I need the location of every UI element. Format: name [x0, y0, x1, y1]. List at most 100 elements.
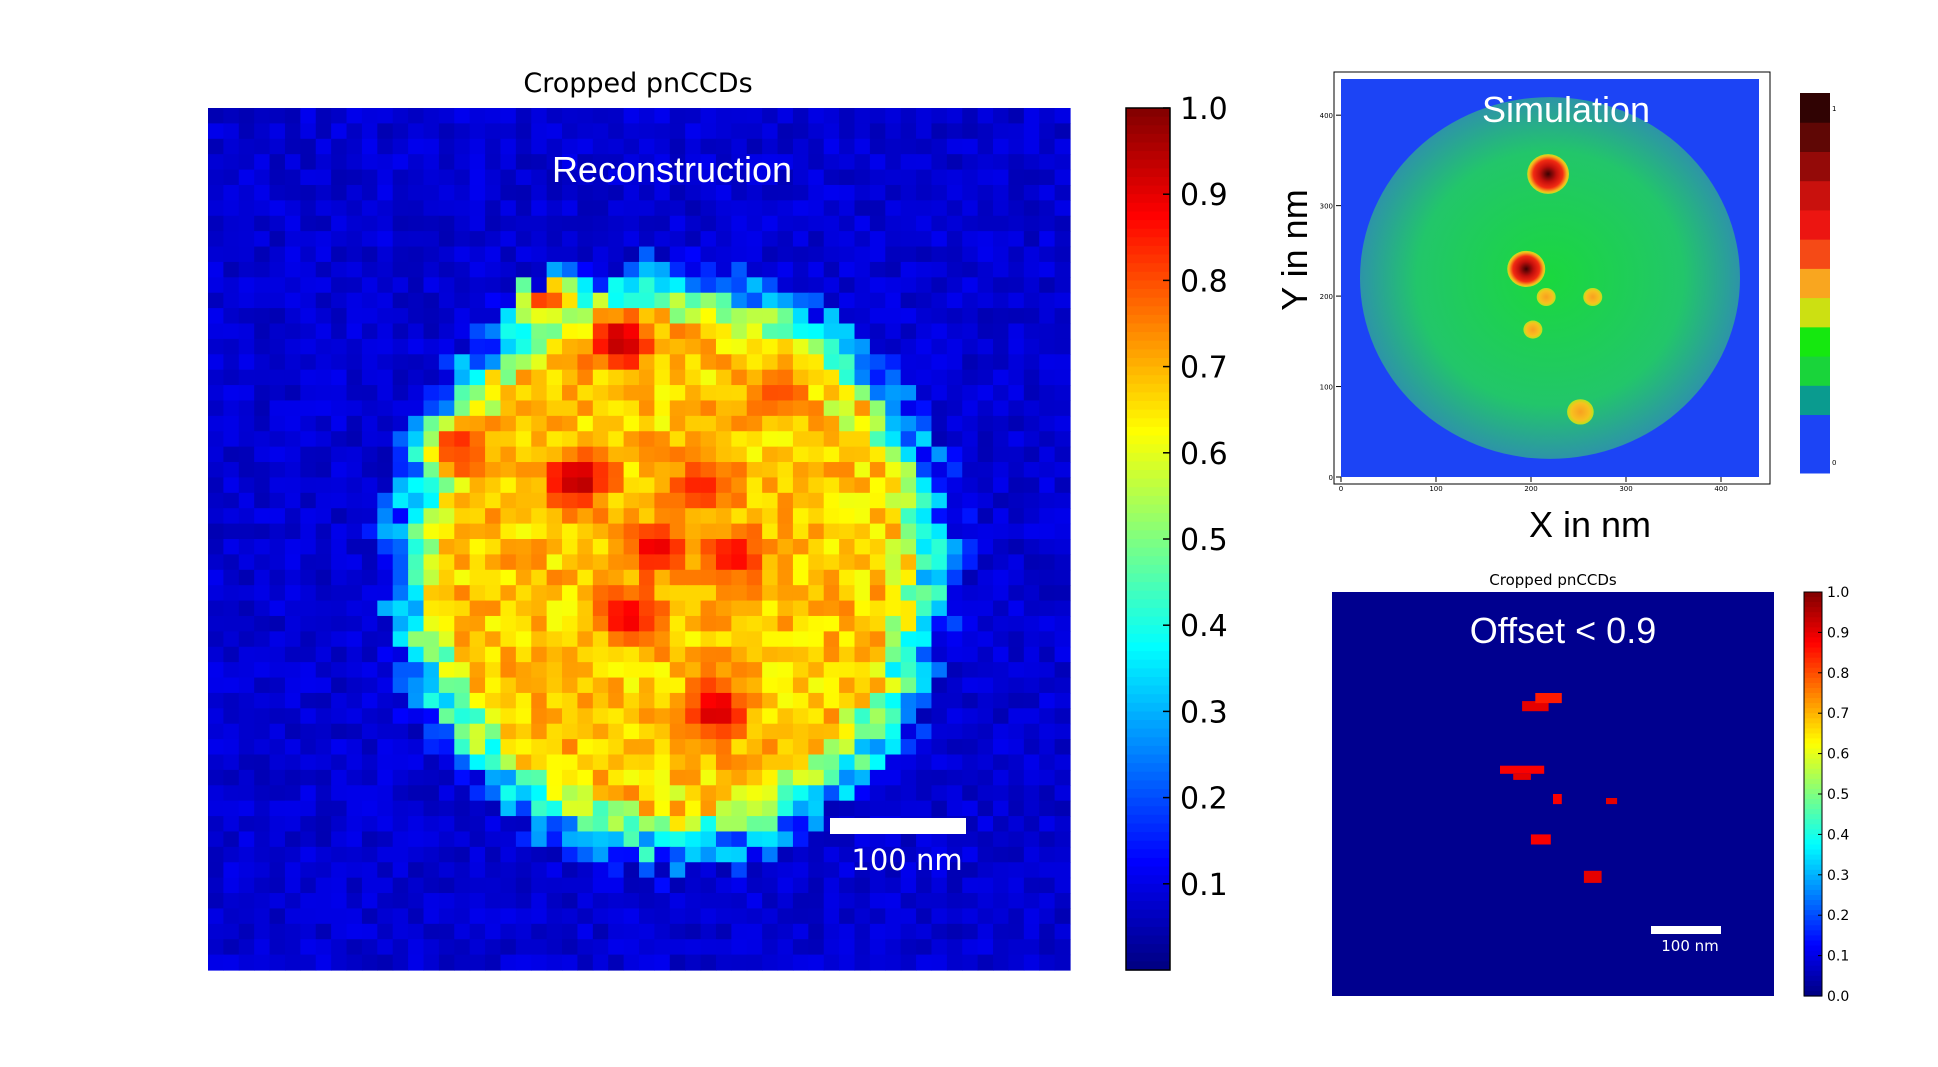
heatmap-cell	[869, 831, 886, 848]
heatmap-cell	[408, 862, 425, 879]
heatmap-cell	[715, 431, 732, 448]
heatmap-cell	[515, 354, 532, 371]
heatmap-cell	[962, 108, 979, 124]
heatmap-cell	[577, 523, 594, 540]
heatmap-cell	[515, 415, 532, 432]
heatmap-cell	[361, 446, 378, 463]
heatmap-cell	[392, 508, 409, 525]
heatmap-cell	[284, 138, 301, 155]
heatmap-cell	[1023, 785, 1040, 802]
heatmap-cell	[1054, 662, 1071, 679]
heatmap-cell	[777, 569, 794, 586]
heatmap-cell	[269, 184, 286, 201]
heatmap-cell	[269, 769, 286, 786]
heatmap-cell	[238, 400, 255, 417]
colorbar-segment	[1800, 151, 1830, 182]
heatmap-cell	[700, 431, 717, 448]
heatmap-cell	[854, 600, 871, 617]
heatmap-cell	[885, 462, 902, 479]
heatmap-cell	[469, 569, 486, 586]
heatmap-cell	[315, 446, 332, 463]
heatmap-cell	[685, 246, 702, 263]
heatmap-cell	[515, 723, 532, 740]
heatmap-cell	[823, 631, 840, 648]
heatmap-cell	[546, 569, 563, 586]
heatmap-cell	[592, 246, 609, 263]
heatmap-cell	[423, 200, 440, 217]
heatmap-cell	[993, 492, 1010, 509]
heatmap-cell	[361, 277, 378, 294]
heatmap-cell	[808, 785, 825, 802]
heatmap-cell	[300, 338, 317, 355]
heatmap-cell	[746, 184, 763, 201]
heatmap-cell	[392, 662, 409, 679]
heatmap-cell	[700, 462, 717, 479]
heatmap-cell	[315, 862, 332, 879]
heatmap-cell	[762, 138, 779, 155]
colorbar-segment	[1804, 889, 1822, 896]
reconstruction-title: Cropped pnCCDs	[523, 68, 752, 99]
heatmap-cell	[977, 923, 994, 940]
heatmap-cell	[608, 323, 625, 340]
heatmap-cell	[777, 954, 794, 971]
heatmap-cell	[223, 138, 240, 155]
heatmap-cell	[577, 138, 594, 155]
heatmap-cell	[823, 677, 840, 694]
heatmap-cell	[1008, 446, 1025, 463]
heatmap-cell	[1008, 138, 1025, 155]
heatmap-cell	[300, 477, 317, 494]
heatmap-cell	[1023, 154, 1040, 171]
heatmap-cell	[531, 554, 548, 571]
heatmap-cell	[1039, 369, 1056, 386]
heatmap-cell	[208, 108, 224, 124]
heatmap-cell	[485, 939, 502, 956]
heatmap-cell	[931, 108, 948, 124]
heatmap-cell	[1008, 385, 1025, 402]
heatmap-cell	[608, 739, 625, 756]
heatmap-cell	[808, 877, 825, 894]
heatmap-cell	[269, 692, 286, 709]
heatmap-cell	[639, 292, 655, 309]
heatmap-cell	[423, 323, 440, 340]
heatmap-cell	[762, 954, 779, 971]
heatmap-cell	[931, 184, 948, 201]
heatmap-cell	[377, 816, 394, 833]
heatmap-cell	[238, 646, 255, 663]
heatmap-cell	[608, 754, 625, 771]
heatmap-cell	[562, 108, 579, 124]
heatmap-cell	[608, 954, 625, 971]
heatmap-cell	[331, 739, 348, 756]
heatmap-cell	[639, 354, 655, 371]
heatmap-cell	[361, 646, 378, 663]
heatmap-cell	[900, 477, 917, 494]
heatmap-cell	[315, 615, 332, 632]
heatmap-cell	[361, 492, 378, 509]
heatmap-cell	[700, 446, 717, 463]
heatmap-cell	[654, 154, 671, 171]
heatmap-cell	[238, 893, 255, 910]
heatmap-cell	[685, 415, 702, 432]
heatmap-cell	[654, 400, 671, 417]
heatmap-cell	[254, 154, 271, 171]
heatmap-cell	[346, 600, 363, 617]
heatmap-cell	[238, 569, 255, 586]
heatmap-cell	[546, 692, 563, 709]
heatmap-cell	[438, 769, 455, 786]
colorbar-segment	[1804, 693, 1822, 699]
heatmap-cell	[792, 246, 809, 263]
heatmap-cell	[577, 462, 594, 479]
heatmap-cell	[946, 523, 963, 540]
heatmap-cell	[577, 492, 594, 509]
heatmap-cell	[1039, 954, 1056, 971]
heatmap-cell	[946, 261, 963, 278]
heatmap-cell	[577, 862, 594, 879]
heatmap-cell	[562, 646, 579, 663]
heatmap-cell	[361, 631, 378, 648]
heatmap-cell	[946, 477, 963, 494]
heatmap-cell	[777, 692, 794, 709]
heatmap-cell	[639, 569, 655, 586]
colorbar-segment	[1804, 955, 1822, 962]
heatmap-cell	[377, 308, 394, 325]
heatmap-cell	[962, 877, 979, 894]
heatmap-cell	[639, 631, 655, 648]
